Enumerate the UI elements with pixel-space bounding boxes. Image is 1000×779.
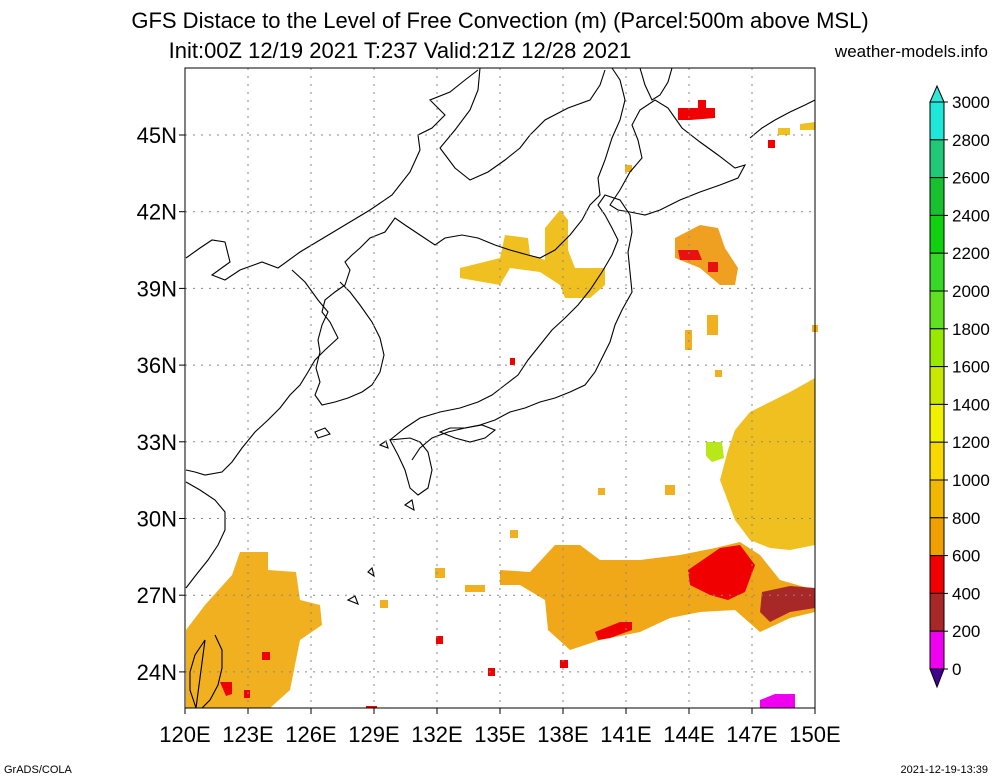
lon-tick-label: 135E (474, 722, 525, 747)
colorbar-swatch (929, 214, 945, 254)
lon-tick-label: 123E (222, 722, 273, 747)
lon-tick-label: 138E (537, 722, 588, 747)
grid-layer (185, 68, 815, 708)
colorbar-label: 0 (952, 660, 961, 679)
colorbar-swatch (929, 366, 945, 405)
lat-tick-label: 39N (137, 276, 177, 301)
colorbar-label: 1600 (952, 358, 990, 377)
lat-tick-label: 33N (137, 430, 177, 455)
lat-tick-label: 36N (137, 353, 177, 378)
colorbar-swatch (929, 403, 945, 443)
lon-tick-label: 132E (411, 722, 462, 747)
site-label: weather-models.info (834, 42, 988, 61)
colorbar-label: 200 (952, 622, 980, 641)
footer-right: 2021-12-19-13:39 (900, 764, 988, 776)
title-line-1: GFS Distace to the Level of Free Convect… (131, 8, 869, 33)
colorbar-swatch (929, 517, 945, 557)
colorbar-label: 800 (952, 509, 980, 528)
colorbar-top-arrow (929, 84, 945, 103)
field-patch-south-red (560, 545, 755, 668)
colorbar-label: 2600 (952, 169, 990, 188)
lon-tick-label: 120E (159, 722, 210, 747)
lon-tick-label: 144E (663, 722, 714, 747)
colorbar-swatch (929, 252, 945, 292)
field-patch-ne (675, 225, 738, 285)
colorbar-label: 600 (952, 547, 980, 566)
colorbar-swatch (929, 479, 945, 519)
colorbar-swatch (929, 177, 945, 216)
colorbar-bottom-arrow (929, 668, 945, 689)
lon-tick-label: 141E (600, 722, 651, 747)
colorbar: 3000280026002400220020001800160014001200… (929, 84, 990, 689)
colorbar-label: 1000 (952, 471, 990, 490)
colorbar-label: 3000 (952, 93, 990, 112)
colorbar-swatch (929, 441, 945, 481)
colorbar-swatch (929, 290, 945, 330)
coast-hokkaido (609, 99, 747, 216)
coast-japan-honshu (389, 194, 633, 461)
colorbar-label: 2800 (952, 131, 990, 150)
colorbar-swatch (929, 630, 945, 670)
colorbar-swatch (929, 101, 945, 141)
coast-shikoku (438, 424, 497, 443)
colorbar-swatch (929, 592, 945, 632)
field-patch-north (460, 210, 605, 298)
lat-tick-label: 42N (137, 200, 177, 225)
colorbar-label: 400 (952, 584, 980, 603)
field-patch-sw-red (220, 652, 270, 698)
colorbar-label: 2000 (952, 282, 990, 301)
axis-layer: 120E 123E 126E 129E 132E 135E 138E 141E 144E 147E… (137, 123, 841, 747)
lat-tick-label: 45N (137, 123, 177, 148)
colorbar-label: 2400 (952, 206, 990, 225)
colorbar-label: 1200 (952, 433, 990, 452)
coast-islands (314, 427, 415, 605)
colorbar-label: 2200 (952, 244, 990, 263)
field-patch-ne-top (778, 122, 815, 135)
lat-tick-label: 24N (137, 660, 177, 685)
colorbar-label: 1800 (952, 320, 990, 339)
colorbar-swatch (929, 139, 945, 179)
coast-sakhalin (639, 67, 673, 101)
coast-kyushu (389, 437, 433, 496)
field-layer (186, 100, 818, 708)
field-patch-magenta (760, 694, 795, 708)
field-patch-sw (186, 552, 322, 708)
lat-tick-label: 27N (137, 583, 177, 608)
field-patch-east (720, 378, 815, 550)
coast-mainland (185, 67, 626, 589)
field-patch-green (706, 442, 724, 462)
colorbar-swatch (929, 328, 945, 368)
coast-taiwan (189, 634, 223, 709)
colorbar-swatch (929, 555, 945, 594)
title-line-2: Init:00Z 12/19 2021 T:237 Valid:21Z 12/2… (168, 38, 632, 63)
coast-korea (291, 269, 385, 406)
lon-tick-label: 126E (285, 722, 336, 747)
lat-tick-label: 30N (137, 507, 177, 532)
lon-tick-label: 150E (789, 722, 840, 747)
coastline-layer (185, 67, 816, 709)
coast-kurils (749, 99, 816, 139)
colorbar-label: 1400 (952, 395, 990, 414)
lon-tick-label: 147E (726, 722, 777, 747)
lon-tick-label: 129E (348, 722, 399, 747)
field-patch-ne-red (678, 250, 718, 272)
footer-left: GrADS/COLA (4, 764, 72, 776)
